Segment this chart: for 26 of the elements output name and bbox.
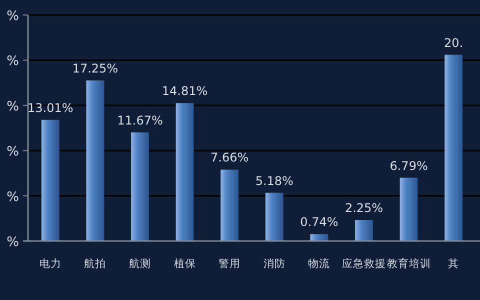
x-tick-label: 航测 bbox=[129, 257, 151, 270]
x-tick-label: 航拍 bbox=[84, 257, 106, 270]
x-tick-label: 物流 bbox=[308, 257, 330, 270]
data-label: 17.25% bbox=[72, 61, 118, 76]
x-tick-label: 植保 bbox=[174, 257, 196, 270]
data-label: 6.79% bbox=[390, 158, 428, 173]
data-label: 14.81% bbox=[162, 84, 208, 98]
data-label: 7.66% bbox=[210, 150, 249, 165]
text: % bbox=[6, 99, 19, 114]
data-label: 11.67% bbox=[117, 113, 163, 128]
x-tick-label: 警用 bbox=[218, 258, 241, 270]
text: % bbox=[6, 144, 19, 160]
data-label: 0.74% bbox=[300, 215, 338, 230]
x-tick-label: 应急救援 bbox=[342, 257, 386, 270]
x-tick-label: 电力 bbox=[39, 257, 62, 270]
data-label: 5.18% bbox=[255, 174, 294, 188]
data-label: 20. bbox=[444, 36, 464, 50]
x-tick-label: 教育培训 bbox=[386, 257, 431, 270]
x-tick-label: 消防 bbox=[263, 257, 286, 270]
text: % bbox=[6, 190, 19, 205]
data-label: 2.25% bbox=[344, 201, 384, 216]
text: % bbox=[6, 54, 19, 70]
text: % bbox=[6, 9, 19, 24]
text: % bbox=[6, 235, 19, 250]
x-tick-label: 其 bbox=[448, 257, 460, 270]
data-label: 13.01% bbox=[28, 100, 74, 115]
